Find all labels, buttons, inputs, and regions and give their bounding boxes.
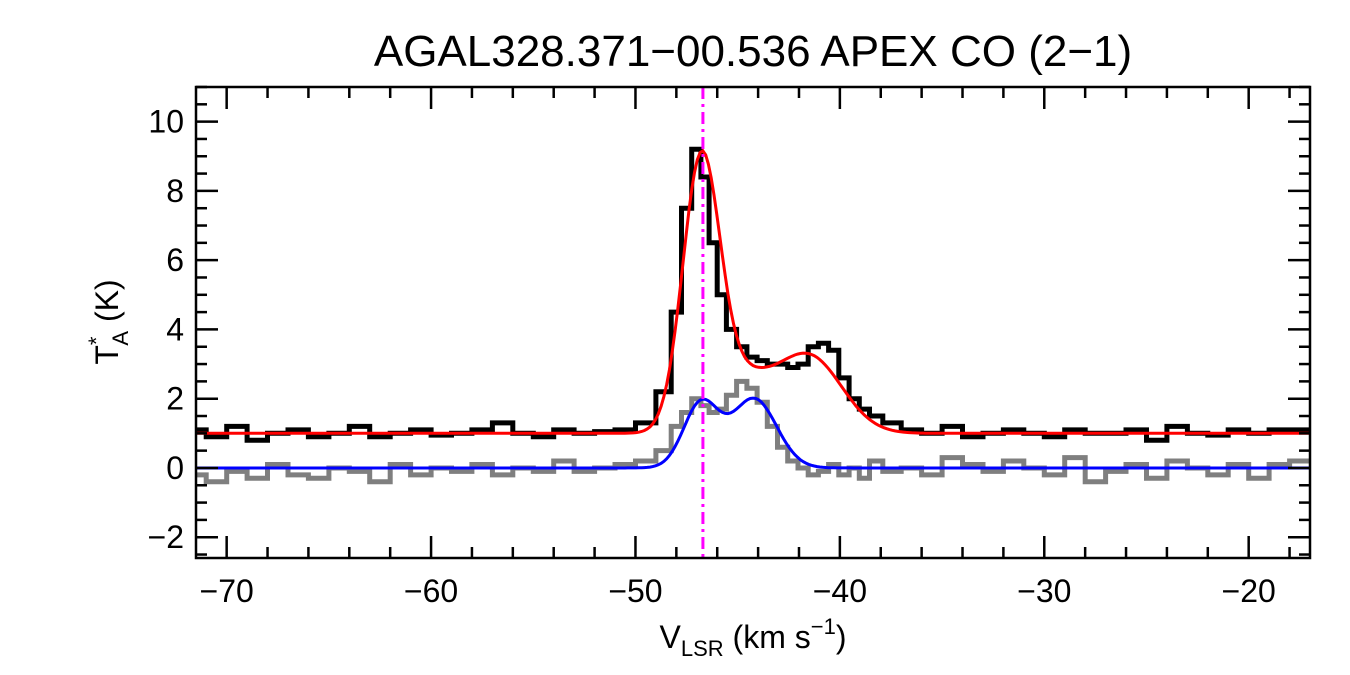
x-tick-label: −30 [1017,573,1071,609]
y-axis-label-subscript: A [108,331,133,346]
spectrum-series-0 [196,146,1310,443]
x-axis-label-main: V [660,619,682,655]
y-tick-label: −2 [148,519,184,555]
y-tick-label: 4 [166,311,184,347]
fit-series-2 [196,148,1310,435]
y-tick-label: 6 [166,242,184,278]
x-axis-label-close: ) [836,619,847,655]
x-tick-label: −60 [404,573,458,609]
spectrum-series-1 [196,378,1310,485]
x-tick-label: −70 [200,573,254,609]
x-axis-label-subscript: LSR [681,636,724,661]
y-tick-label: 2 [166,381,184,417]
x-tick-label: −50 [608,573,662,609]
fit-series-3 [196,396,1310,470]
x-tick-label: −40 [813,573,867,609]
x-tick-label: −20 [1222,573,1276,609]
y-axis-label-unit: (K) [89,279,125,331]
y-tick-label: 8 [166,173,184,209]
y-axis-label-main: T [89,345,125,365]
y-tick-label: 0 [166,450,184,486]
y-tick-label: 10 [148,104,184,140]
tick-layer [196,85,1310,558]
plot-frame [194,85,1312,560]
x-tick-labels: −70 −60 −50 −40 −30 −20 [200,573,1276,609]
y-tick-labels: −2 0 2 4 6 8 10 [148,104,184,556]
chart-title: AGAL328.371−00.536 APEX CO (2−1) [374,27,1132,76]
x-axis-label-unit: (km s [724,619,811,655]
series-layer [196,146,1310,485]
y-axis-label: T*A (K) [84,279,133,364]
y-axis-label-superscript: * [84,336,109,345]
x-axis-label-superscript: −1 [811,614,836,639]
x-axis-label: VLSR (km s−1) [660,614,847,661]
